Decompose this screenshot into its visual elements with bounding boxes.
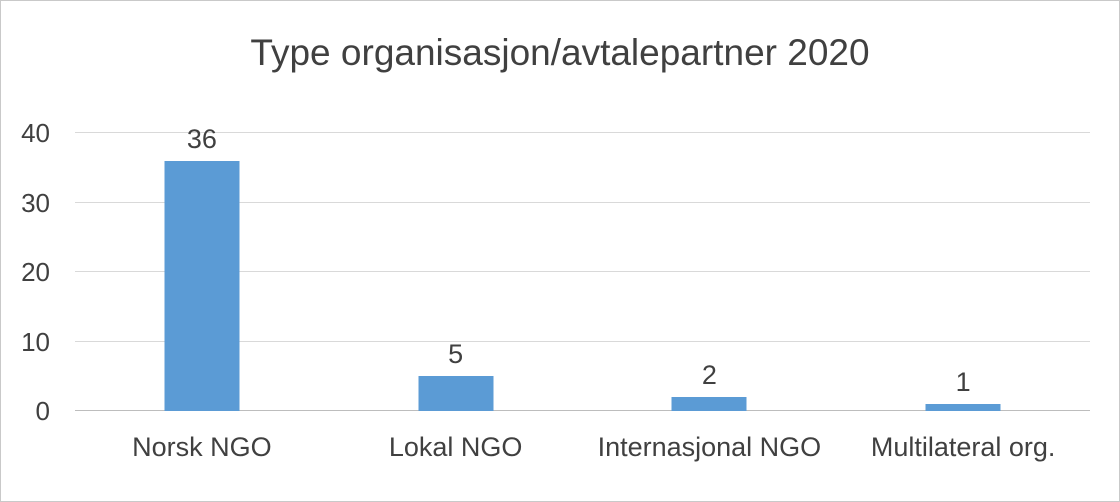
bar-slot: 1 — [836, 133, 1090, 411]
gridline — [75, 340, 1090, 342]
plot-area: 36 5 2 1 — [75, 125, 1090, 411]
y-tick-label: 40 — [21, 118, 50, 148]
bar-value-label: 36 — [186, 123, 217, 154]
gridline — [75, 271, 1090, 272]
bar-2 — [671, 397, 747, 411]
y-tick-label: 30 — [21, 187, 50, 218]
bar-0 — [164, 160, 240, 411]
y-tick-label: 0 — [35, 396, 50, 426]
x-axis-line — [75, 410, 1090, 411]
bars-container: 36 5 2 1 — [75, 125, 1090, 411]
y-tick-label: 20 — [21, 257, 50, 287]
chart-title: Type organisasjon/avtalepartner 2020 — [250, 32, 870, 73]
x-category-label: Lokal NGO — [388, 432, 523, 462]
bar-slot: 36 — [75, 125, 329, 411]
bar-value-label: 2 — [701, 360, 717, 391]
y-axis: 0 10 20 30 40 — [0, 120, 62, 424]
x-category-label: Internasjonal NGO — [597, 432, 822, 462]
x-axis-labels: Norsk NGO Lokal NGO Internasjonal NGO Multi… — [75, 432, 1090, 463]
bar-3 — [925, 404, 1001, 411]
bar-1 — [418, 376, 494, 411]
bar-value-label: 1 — [955, 367, 971, 398]
x-category-label: Norsk NGO — [132, 432, 272, 462]
bar-slot: 2 — [583, 133, 837, 411]
bar-value-label: 5 — [448, 339, 464, 370]
gridline — [75, 201, 1090, 203]
x-category-label: Multilateral org. — [870, 432, 1056, 462]
gridline — [75, 132, 1090, 133]
bar-slot: 5 — [329, 133, 583, 411]
y-tick-label: 10 — [21, 326, 50, 357]
